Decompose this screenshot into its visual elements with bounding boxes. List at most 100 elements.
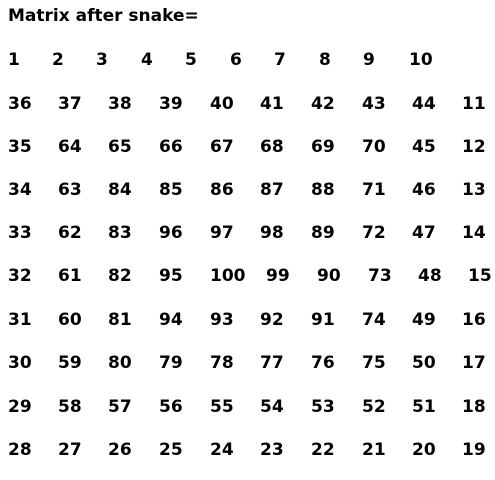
matrix-cell: 2 — [52, 50, 64, 70]
matrix-cell: 99 — [266, 266, 290, 286]
matrix-cell: 43 — [362, 94, 386, 114]
matrix-cell: 29 — [8, 397, 32, 417]
matrix-cell: 9 — [363, 50, 375, 70]
matrix-cell: 74 — [362, 310, 386, 330]
matrix-cell: 8 — [319, 50, 331, 70]
matrix-cell: 13 — [462, 180, 486, 200]
matrix-cell: 15 — [468, 266, 492, 286]
matrix-cell: 39 — [159, 94, 183, 114]
matrix-cell: 88 — [311, 180, 335, 200]
matrix-cell: 55 — [210, 397, 234, 417]
matrix-cell: 78 — [210, 353, 234, 373]
matrix-cell: 44 — [412, 94, 436, 114]
matrix-cell: 84 — [108, 180, 132, 200]
matrix-cell: 96 — [159, 223, 183, 243]
matrix-cell: 56 — [159, 397, 183, 417]
matrix-cell: 97 — [210, 223, 234, 243]
matrix-cell: 77 — [260, 353, 284, 373]
matrix-cell: 85 — [159, 180, 183, 200]
matrix-cell: 82 — [108, 266, 132, 286]
matrix-cell: 94 — [159, 310, 183, 330]
matrix-cell: 27 — [58, 440, 82, 460]
matrix-cell: 89 — [311, 223, 335, 243]
matrix-cell: 22 — [311, 440, 335, 460]
matrix-cell: 76 — [311, 353, 335, 373]
matrix-cell: 100 — [210, 266, 246, 286]
matrix-cell: 33 — [8, 223, 32, 243]
matrix-cell: 54 — [260, 397, 284, 417]
matrix-cell: 69 — [311, 137, 335, 157]
matrix-cell: 10 — [409, 50, 433, 70]
matrix-cell: 83 — [108, 223, 132, 243]
matrix-cell: 98 — [260, 223, 284, 243]
matrix-cell: 20 — [412, 440, 436, 460]
matrix-cell: 50 — [412, 353, 436, 373]
matrix-cell: 16 — [462, 310, 486, 330]
matrix-cell: 65 — [108, 137, 132, 157]
matrix-cell: 3 — [96, 50, 108, 70]
matrix-cell: 25 — [159, 440, 183, 460]
matrix-cell: 35 — [8, 137, 32, 157]
matrix-cell: 66 — [159, 137, 183, 157]
matrix-cell: 37 — [58, 94, 82, 114]
matrix-cell: 41 — [260, 94, 284, 114]
matrix-cell: 23 — [260, 440, 284, 460]
matrix-cell: 34 — [8, 180, 32, 200]
matrix-cell: 14 — [462, 223, 486, 243]
matrix-cell: 18 — [462, 397, 486, 417]
matrix-cell: 32 — [8, 266, 32, 286]
matrix-cell: 31 — [8, 310, 32, 330]
matrix-cell: 72 — [362, 223, 386, 243]
matrix-cell: 95 — [159, 266, 183, 286]
matrix-cell: 30 — [8, 353, 32, 373]
matrix-cell: 86 — [210, 180, 234, 200]
matrix-cell: 11 — [462, 94, 486, 114]
matrix-cell: 73 — [368, 266, 392, 286]
matrix-cell: 47 — [412, 223, 436, 243]
matrix-cell: 40 — [210, 94, 234, 114]
matrix-cell: 6 — [230, 50, 242, 70]
matrix-cell: 63 — [58, 180, 82, 200]
matrix-cell: 26 — [108, 440, 132, 460]
matrix-cell: 52 — [362, 397, 386, 417]
matrix-cell: 87 — [260, 180, 284, 200]
matrix-cell: 71 — [362, 180, 386, 200]
matrix-cell: 80 — [108, 353, 132, 373]
matrix-cell: 68 — [260, 137, 284, 157]
matrix-cell: 49 — [412, 310, 436, 330]
matrix-cell: 45 — [412, 137, 436, 157]
matrix-cell: 59 — [58, 353, 82, 373]
matrix-cell: 58 — [58, 397, 82, 417]
matrix-cell: 93 — [210, 310, 234, 330]
matrix-cell: 70 — [362, 137, 386, 157]
matrix-cell: 4 — [141, 50, 153, 70]
matrix-cell: 90 — [317, 266, 341, 286]
matrix-cell: 51 — [412, 397, 436, 417]
matrix-cell: 21 — [362, 440, 386, 460]
matrix-cell: 38 — [108, 94, 132, 114]
matrix-cell: 53 — [311, 397, 335, 417]
matrix-cell: 7 — [274, 50, 286, 70]
matrix-cell: 67 — [210, 137, 234, 157]
matrix-cell: 81 — [108, 310, 132, 330]
matrix-cell: 1 — [8, 50, 20, 70]
matrix-cell: 79 — [159, 353, 183, 373]
matrix-cell: 91 — [311, 310, 335, 330]
matrix-cell: 24 — [210, 440, 234, 460]
matrix-cell: 60 — [58, 310, 82, 330]
matrix-cell: 46 — [412, 180, 436, 200]
matrix-cell: 12 — [462, 137, 486, 157]
matrix-title: Matrix after snake= — [8, 6, 199, 26]
matrix-cell: 62 — [58, 223, 82, 243]
matrix-cell: 42 — [311, 94, 335, 114]
matrix-cell: 75 — [362, 353, 386, 373]
matrix-cell: 48 — [418, 266, 442, 286]
matrix-cell: 57 — [108, 397, 132, 417]
matrix-cell: 64 — [58, 137, 82, 157]
matrix-cell: 5 — [185, 50, 197, 70]
matrix-cell: 61 — [58, 266, 82, 286]
matrix-cell: 28 — [8, 440, 32, 460]
matrix-cell: 92 — [260, 310, 284, 330]
matrix-cell: 17 — [462, 353, 486, 373]
matrix-cell: 36 — [8, 94, 32, 114]
